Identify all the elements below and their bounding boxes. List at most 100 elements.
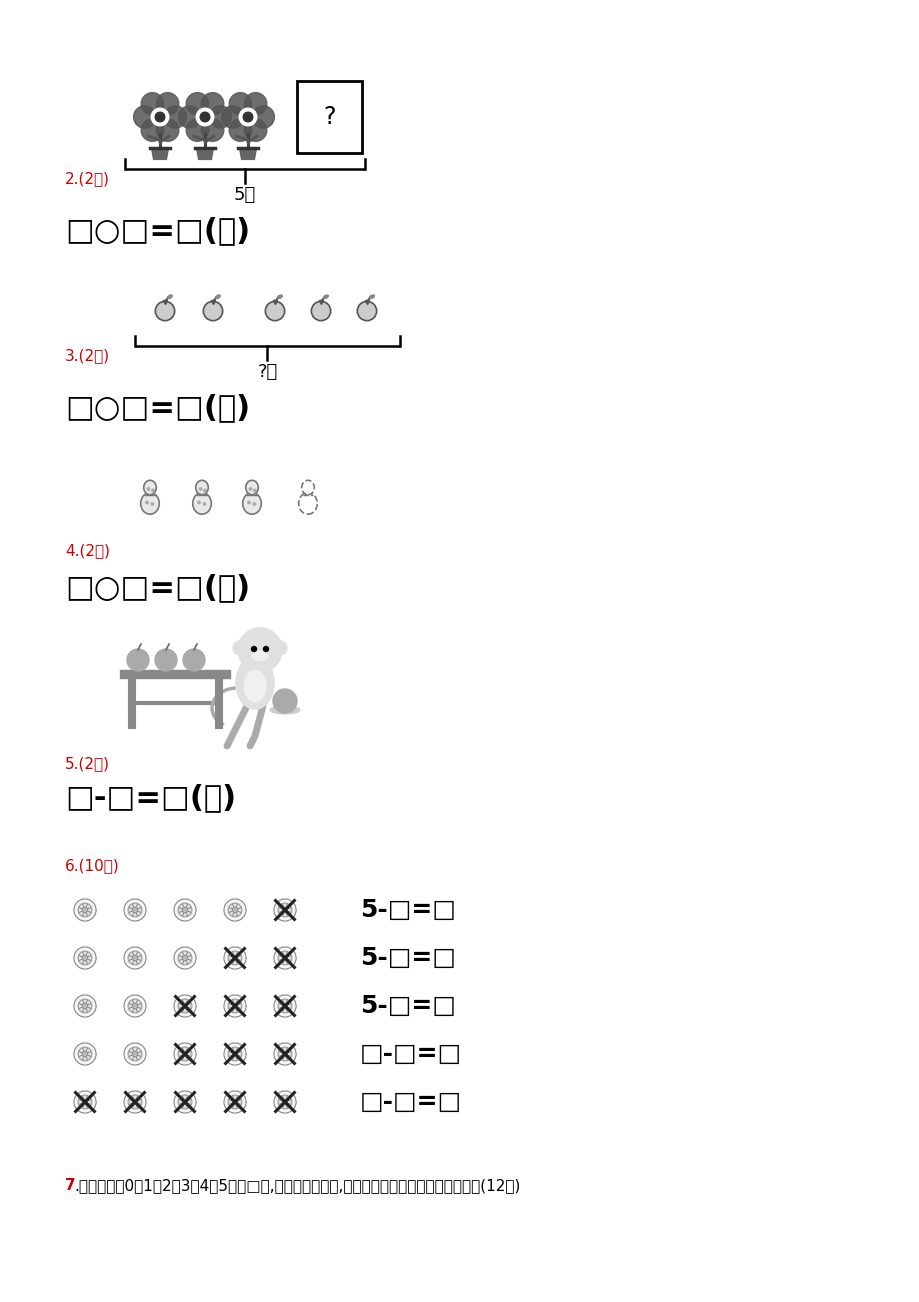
Circle shape [247, 501, 250, 504]
Circle shape [174, 1091, 196, 1113]
Circle shape [282, 907, 288, 913]
Text: 5-□=□: 5-□=□ [359, 993, 456, 1018]
Text: 5-□=□: 5-□=□ [359, 947, 456, 970]
Circle shape [124, 995, 146, 1017]
Circle shape [186, 92, 209, 115]
Text: 5-□=□: 5-□=□ [359, 898, 456, 922]
Polygon shape [239, 148, 256, 159]
Circle shape [78, 999, 92, 1013]
Circle shape [311, 301, 330, 320]
Circle shape [164, 105, 187, 128]
Circle shape [196, 108, 213, 126]
Bar [119, 671, 230, 678]
Circle shape [124, 1091, 146, 1113]
Circle shape [282, 1004, 288, 1009]
Ellipse shape [141, 492, 159, 514]
Circle shape [223, 1091, 245, 1113]
Circle shape [151, 503, 153, 505]
Circle shape [151, 108, 168, 126]
Circle shape [274, 898, 296, 921]
Circle shape [132, 956, 138, 961]
Circle shape [82, 1004, 87, 1009]
Circle shape [78, 904, 92, 917]
Circle shape [147, 488, 150, 490]
Circle shape [82, 1099, 87, 1105]
Ellipse shape [299, 492, 317, 514]
Circle shape [155, 301, 175, 320]
Bar [215, 678, 221, 728]
Circle shape [182, 1004, 187, 1009]
Circle shape [198, 501, 200, 504]
Circle shape [141, 92, 164, 115]
Circle shape [186, 118, 209, 142]
Bar [297, 81, 362, 154]
Ellipse shape [243, 492, 261, 514]
Circle shape [357, 301, 376, 320]
Circle shape [74, 947, 96, 969]
Circle shape [252, 105, 274, 128]
Circle shape [244, 92, 267, 115]
Circle shape [174, 995, 196, 1017]
Circle shape [74, 995, 96, 1017]
Circle shape [254, 490, 255, 492]
Ellipse shape [323, 296, 328, 298]
Text: □○□=□(盆): □○□=□(盆) [65, 216, 250, 246]
Circle shape [128, 999, 142, 1013]
Circle shape [182, 956, 187, 961]
Circle shape [278, 904, 291, 917]
Ellipse shape [252, 651, 267, 661]
Circle shape [124, 1043, 146, 1065]
Circle shape [201, 118, 223, 142]
Text: □○□=□(个): □○□=□(个) [65, 393, 250, 423]
Circle shape [155, 112, 165, 122]
Circle shape [239, 108, 256, 126]
Circle shape [223, 947, 245, 969]
Circle shape [203, 503, 205, 505]
Ellipse shape [196, 480, 208, 495]
Circle shape [182, 1051, 187, 1057]
Circle shape [274, 947, 296, 969]
Circle shape [278, 1095, 291, 1109]
Circle shape [229, 92, 251, 115]
Circle shape [178, 105, 200, 128]
Text: 7: 7 [65, 1178, 75, 1193]
Circle shape [263, 647, 268, 651]
Circle shape [228, 904, 242, 917]
Circle shape [183, 648, 205, 671]
Circle shape [174, 1043, 196, 1065]
Text: 5.(2分): 5.(2分) [65, 756, 110, 771]
Circle shape [128, 904, 142, 917]
Text: □-□=□: □-□=□ [359, 1042, 461, 1066]
Polygon shape [197, 148, 213, 159]
Circle shape [178, 904, 192, 917]
Circle shape [209, 105, 232, 128]
Circle shape [156, 92, 178, 115]
Circle shape [229, 118, 251, 142]
Text: 5盆: 5盆 [233, 186, 255, 204]
Text: 3.(2分): 3.(2分) [65, 348, 110, 363]
Circle shape [128, 1047, 142, 1061]
Circle shape [278, 1047, 291, 1061]
Circle shape [233, 641, 246, 655]
Circle shape [282, 1099, 288, 1105]
Ellipse shape [369, 296, 374, 298]
Text: ?个: ?个 [257, 363, 278, 381]
Circle shape [132, 907, 138, 913]
Circle shape [82, 1051, 87, 1057]
Circle shape [228, 950, 242, 965]
Circle shape [273, 689, 297, 713]
Text: .开火车。把0、1、2、3、4、5填在□里,每个数只用一次,使算式的得数和车头上的数相等。(12分): .开火车。把0、1、2、3、4、5填在□里,每个数只用一次,使算式的得数和车头上… [74, 1178, 520, 1193]
Circle shape [182, 907, 187, 913]
Ellipse shape [236, 658, 274, 710]
Text: 6.(10分): 6.(10分) [65, 858, 119, 874]
Circle shape [199, 488, 201, 490]
Circle shape [223, 1043, 245, 1065]
Ellipse shape [278, 296, 282, 298]
Ellipse shape [192, 492, 211, 514]
Circle shape [132, 1051, 138, 1057]
Circle shape [228, 999, 242, 1013]
Circle shape [232, 1004, 237, 1009]
Circle shape [265, 301, 284, 320]
Text: 4.(2分): 4.(2分) [65, 543, 110, 559]
Circle shape [274, 1091, 296, 1113]
